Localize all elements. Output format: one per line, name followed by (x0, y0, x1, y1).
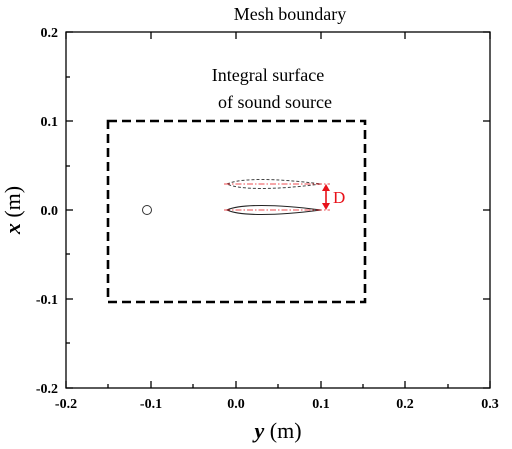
x-axis-ticks (65, 32, 491, 388)
gap-label: D (333, 188, 345, 207)
x-axis-variable: y (251, 418, 264, 443)
y-axis-ticks (66, 31, 490, 389)
x-tick-label: 0.2 (396, 397, 414, 412)
gap-double-arrow (322, 184, 330, 210)
y-tick-label: -0.2 (36, 382, 58, 397)
y-axis-title: x (m) (0, 186, 25, 235)
x-tick-label: 0.0 (227, 397, 245, 412)
y-tick-label: 0.0 (41, 204, 59, 219)
y-axis-unit: (m) (0, 186, 25, 223)
x-axis-unit: (m) (264, 418, 301, 443)
x-tick-label: 0.1 (312, 397, 330, 412)
mesh-boundary-label: Mesh boundary (234, 4, 346, 24)
cylinder-shape (142, 205, 152, 215)
y-tick-label: -0.1 (36, 293, 58, 308)
x-tick-label: -0.2 (55, 397, 77, 412)
x-tick-label: 0.3 (481, 397, 499, 412)
x-axis-title: y (m) (251, 418, 301, 443)
integral-surface-box (106, 119, 367, 304)
y-axis-variable: x (0, 223, 25, 235)
y-tick-label: 0.1 (41, 115, 59, 130)
y-tick-label: 0.2 (41, 26, 59, 41)
integral-surface-label-line2: of sound source (218, 92, 332, 112)
x-tick-label: -0.1 (140, 397, 162, 412)
integral-surface-label-line1: Integral surface (212, 65, 324, 85)
upper-airfoil-outline (225, 179, 322, 189)
